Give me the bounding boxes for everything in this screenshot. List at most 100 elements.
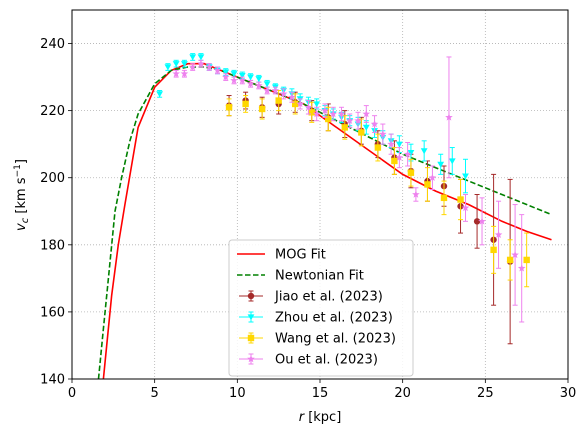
data-point xyxy=(313,101,321,108)
data-point xyxy=(164,64,172,71)
legend-label: Ou et al. (2023) xyxy=(275,353,378,368)
y-tick-label: 220 xyxy=(40,104,65,119)
data-point xyxy=(271,86,280,94)
mog-fitcurve xyxy=(102,62,552,379)
axis-ticks: 0 5 10 15 20 25 30 140 160 180 200 220 240 xyxy=(40,37,576,401)
wang-et-al-2023-series xyxy=(225,90,530,288)
data-point xyxy=(478,217,486,225)
data-point xyxy=(258,105,266,113)
data-point xyxy=(341,124,348,131)
data-point xyxy=(395,153,404,161)
data-point xyxy=(362,124,370,131)
fit-curves xyxy=(97,62,552,379)
data-point xyxy=(288,93,296,101)
data-point xyxy=(457,196,464,203)
data-point xyxy=(188,63,197,71)
data-point xyxy=(506,256,514,264)
zhou-et-al-2023-series xyxy=(156,53,469,194)
legend-label: Wang et al. (2023) xyxy=(275,332,396,347)
data-point xyxy=(238,76,247,84)
legend-marker xyxy=(247,314,255,321)
data-point xyxy=(523,256,530,264)
data-point xyxy=(197,54,205,61)
data-point xyxy=(312,109,321,118)
data-point xyxy=(424,181,431,188)
x-tick-label: 25 xyxy=(477,386,494,401)
data-point xyxy=(292,100,299,108)
y-tick-label: 200 xyxy=(40,171,65,186)
data-point xyxy=(189,54,197,61)
x-tick-label: 30 xyxy=(560,386,577,401)
data-point xyxy=(461,203,470,212)
data-point xyxy=(321,106,329,114)
y-tick-label: 240 xyxy=(40,37,65,52)
data-point xyxy=(448,158,456,165)
legend-box xyxy=(228,239,414,377)
data-point xyxy=(407,169,415,176)
data-point xyxy=(358,129,365,136)
legend-marker xyxy=(247,292,255,300)
data-point xyxy=(329,109,338,118)
data-point xyxy=(511,250,519,259)
x-tick-label: 5 xyxy=(151,386,159,401)
data-point xyxy=(462,173,469,180)
data-point xyxy=(345,116,354,124)
data-point xyxy=(180,69,189,77)
data-point xyxy=(379,130,387,138)
data-point xyxy=(238,72,246,79)
legend-label: Jiao et al. (2023) xyxy=(274,290,383,305)
data-point xyxy=(221,73,230,81)
x-axis-label: r [kpc] xyxy=(299,410,342,425)
x-tick-label: 15 xyxy=(312,386,329,401)
data-point xyxy=(263,86,271,94)
data-point xyxy=(181,61,188,68)
data-point xyxy=(437,161,445,168)
legend: MOG Fit Newtonian Fit Jiao et al. (2023) Zh… xyxy=(228,239,414,377)
legend-label: Newtonian Fit xyxy=(275,269,364,284)
data-series xyxy=(156,53,530,345)
data-point xyxy=(242,100,249,108)
y-tick-label: 160 xyxy=(40,305,65,320)
data-point xyxy=(473,218,481,225)
data-point xyxy=(395,141,403,148)
data-point xyxy=(494,230,503,238)
data-point xyxy=(213,66,222,74)
data-point xyxy=(197,59,205,67)
ou-et-al-2023-series xyxy=(172,56,526,323)
data-point xyxy=(370,120,379,128)
data-point xyxy=(420,148,428,155)
y-axis-label: vc [km s−1] xyxy=(13,159,31,231)
data-point xyxy=(362,109,371,118)
data-point xyxy=(440,194,448,202)
data-point xyxy=(230,71,238,78)
data-point xyxy=(255,81,263,89)
data-point xyxy=(296,99,304,108)
data-point xyxy=(279,89,288,98)
legend-label: MOG Fit xyxy=(275,248,326,263)
data-point xyxy=(246,79,255,88)
legend-label: Zhou et al. (2023) xyxy=(275,311,393,326)
x-tick-label: 10 xyxy=(229,386,246,401)
legend-marker xyxy=(247,355,255,363)
data-point xyxy=(374,144,382,151)
data-point xyxy=(230,76,238,84)
data-point xyxy=(255,76,263,83)
data-point xyxy=(445,113,453,121)
data-point xyxy=(247,74,254,81)
data-point xyxy=(403,150,412,158)
data-point xyxy=(156,91,164,98)
data-point xyxy=(225,104,233,111)
data-point xyxy=(308,109,315,116)
data-point xyxy=(517,264,526,272)
y-tick-label: 140 xyxy=(40,373,65,388)
data-point xyxy=(325,115,332,123)
data-point xyxy=(304,103,313,111)
y-tick-label: 180 xyxy=(40,238,65,253)
data-point xyxy=(222,69,230,76)
x-tick-label: 20 xyxy=(394,386,411,401)
data-point xyxy=(205,63,214,71)
data-point xyxy=(412,190,420,198)
data-point xyxy=(275,97,282,104)
data-point xyxy=(407,149,415,156)
